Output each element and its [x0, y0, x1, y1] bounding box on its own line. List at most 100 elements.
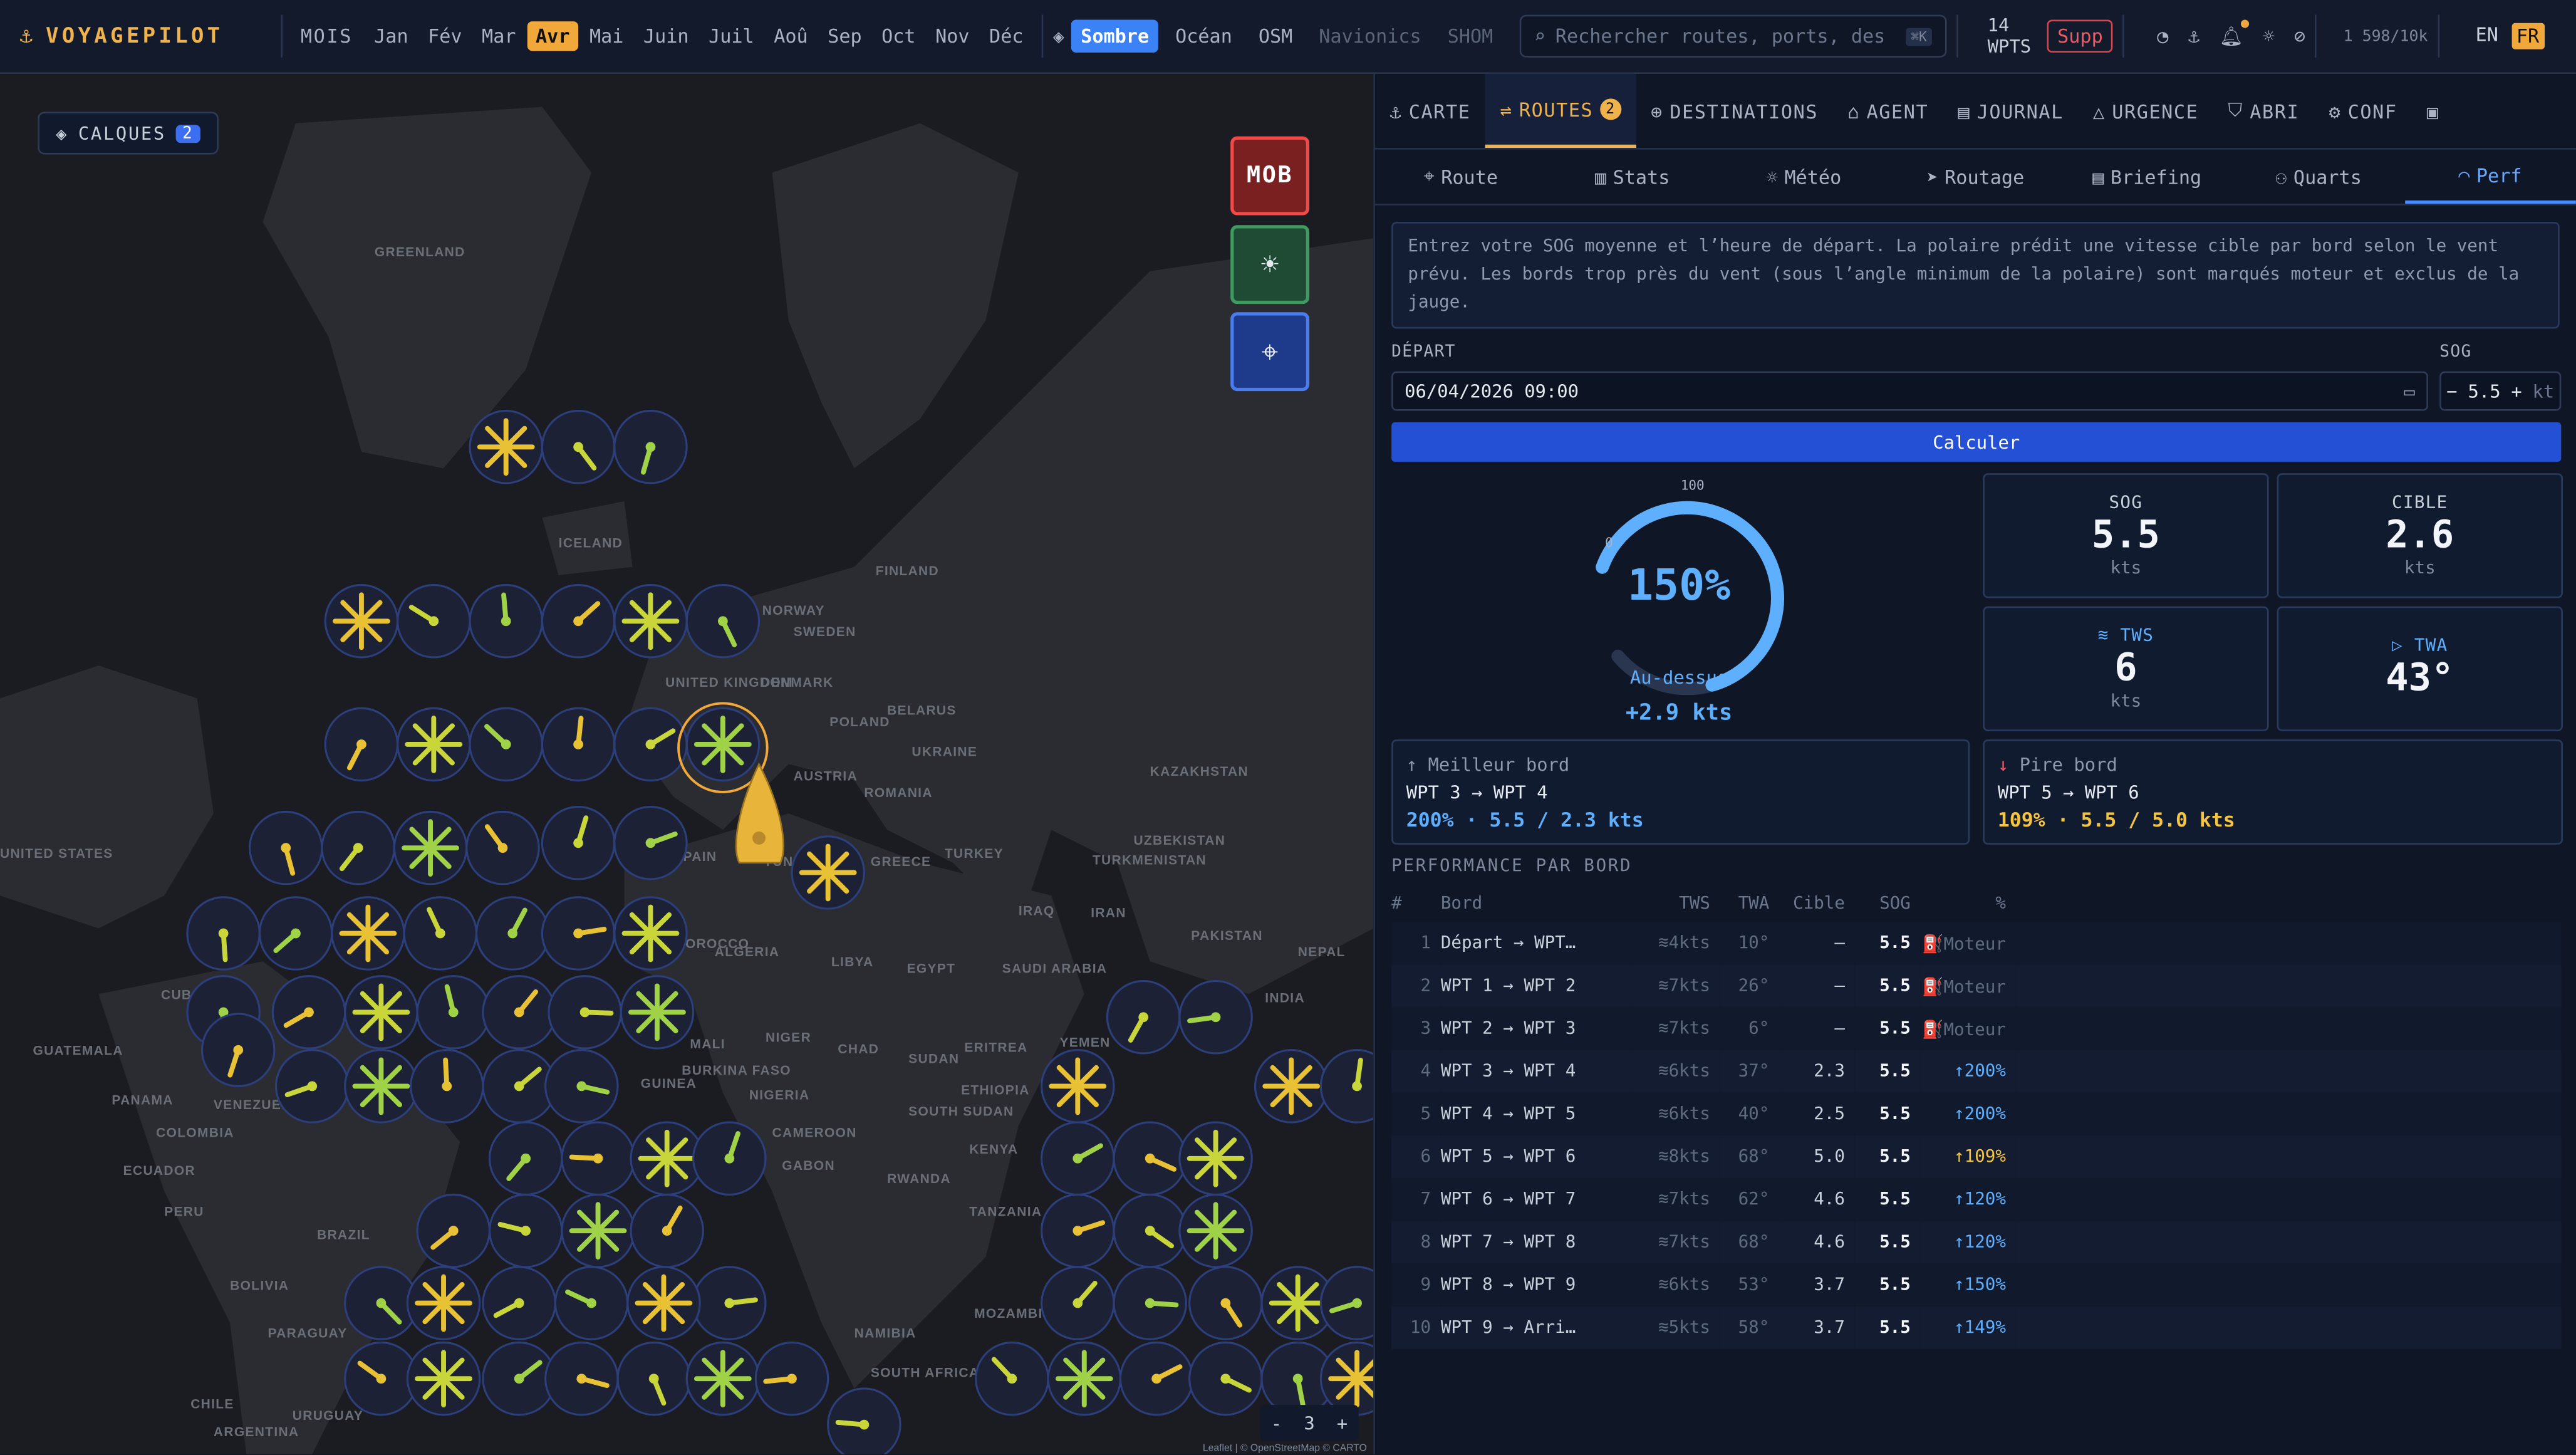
table-row[interactable]: 3 WPT 2 → WPT 3 ≋7kts 6° — 5.5 ⛽Moteur	[1391, 1007, 2562, 1050]
month-8[interactable]: Sep	[828, 24, 862, 48]
departure-datetime-input[interactable]: 06/04/2026 09:00 ▭	[1391, 371, 2428, 411]
zoom-out-button[interactable]: -	[1270, 1412, 1282, 1434]
zoom-in-button[interactable]: +	[1336, 1412, 1348, 1434]
row-spacer	[2016, 1178, 2562, 1221]
lang-en[interactable]: EN	[2475, 23, 2498, 46]
weather-button[interactable]: ☀︎	[1230, 225, 1310, 305]
sun-icon[interactable]: ☼	[2263, 24, 2275, 48]
gauge-icon[interactable]: ◔	[2157, 24, 2169, 48]
calculate-button[interactable]: Calculer	[1391, 422, 2562, 462]
map-label: PAKISTAN	[1191, 928, 1263, 944]
row-leg: Départ → WPT…	[1440, 933, 1576, 953]
subtab-perf[interactable]: ◠ Perf	[2404, 150, 2576, 204]
month-7[interactable]: Aoû	[774, 24, 808, 48]
tab-agent[interactable]: ⌂ AGENT	[1833, 74, 1943, 148]
month-9[interactable]: Oct	[881, 24, 916, 48]
sog-decrement[interactable]: −	[2446, 380, 2458, 402]
row-twa: 40°	[1738, 1104, 1770, 1124]
subtab-label: Routage	[1945, 165, 2025, 189]
tab-abri[interactable]: ⛉ ABRI	[2213, 74, 2314, 148]
sog-increment[interactable]: +	[2511, 380, 2522, 402]
search-input[interactable]: Rechercher routes, ports, destinations	[1555, 24, 1884, 48]
sog-value[interactable]: 5.5	[2468, 380, 2501, 402]
bell-icon[interactable]: 🔔︎	[2220, 19, 2248, 48]
main-tabs: ⚓ CARTE ⇌ ROUTES 2 ⊕ DESTINATIONS ⌂ AGENT ▤ JOURNA…	[1374, 74, 2576, 150]
arrow-up-icon: ↑	[1406, 754, 1418, 776]
search-box[interactable]: ⌕ Rechercher routes, ports, destinations…	[1519, 14, 1947, 58]
month-5[interactable]: Juin	[643, 24, 689, 48]
row-twa: 58°	[1738, 1318, 1770, 1338]
table-row[interactable]: 9 WPT 8 → WPT 9 ≋6kts 53° 3.7 5.5 ↑150%	[1391, 1263, 2562, 1306]
table-row[interactable]: 8 WPT 7 → WPT 8 ≋7kts 68° 4.6 5.5 ↑120%	[1391, 1221, 2562, 1264]
tab-destinations[interactable]: ⊕ DESTINATIONS	[1636, 74, 1833, 148]
map-label: VENEZUELA	[213, 1097, 301, 1113]
month-0[interactable]: Jan	[374, 24, 408, 48]
row-sog: 5.5	[1879, 1189, 1911, 1210]
row-target: 4.6	[1814, 1189, 1845, 1210]
subtab-briefing[interactable]: ▤ Briefing	[2061, 150, 2233, 204]
subtab-météo[interactable]: ☼ Météo	[1718, 150, 1890, 204]
map-style-océan[interactable]: Océan	[1175, 24, 1232, 48]
map-label: DENMARK	[761, 675, 834, 691]
subtab-quarts[interactable]: ⚇ Quarts	[2233, 150, 2404, 204]
tab-label: ROUTES	[1519, 98, 1594, 121]
boat-marker[interactable]	[0, 74, 1373, 1454]
month-3[interactable]: Avr	[527, 21, 578, 51]
layers-button[interactable]: ◈ CALQUES 2	[38, 112, 219, 155]
row-tws: ≋6kts	[1658, 1104, 1710, 1124]
month-10[interactable]: Nov	[935, 24, 970, 48]
map-label: CAMEROON	[772, 1125, 857, 1140]
row-percent: ↑109%	[1954, 1147, 2006, 1167]
table-row[interactable]: 7 WPT 6 → WPT 7 ≋7kts 62° 4.6 5.5 ↑120%	[1391, 1178, 2562, 1221]
delete-button[interactable]: Supp	[2047, 19, 2113, 53]
table-row[interactable]: 10 WPT 9 → Arri… ≋5kts 58° 3.7 5.5 ↑149%	[1391, 1306, 2562, 1349]
map-style-osm[interactable]: OSM	[1258, 24, 1293, 48]
lang-fr[interactable]: FR	[2511, 23, 2545, 50]
row-spacer	[2016, 1135, 2562, 1178]
sog-stepper[interactable]: − 5.5 + kt	[2439, 371, 2562, 411]
tab-routes[interactable]: ⇌ ROUTES 2	[1485, 74, 1636, 149]
wind-barb	[1319, 1049, 1374, 1124]
map-style-navionics[interactable]: Navionics	[1319, 24, 1421, 48]
month-1[interactable]: Fév	[428, 24, 462, 48]
stat-sog-value: 5.5	[2091, 514, 2160, 557]
locate-button[interactable]: ⌖	[1230, 312, 1310, 392]
month-2[interactable]: Mar	[482, 24, 516, 48]
month-4[interactable]: Mai	[589, 24, 624, 48]
table-row[interactable]: 4 WPT 3 → WPT 4 ≋6kts 37° 2.3 5.5 ↑200%	[1391, 1050, 2562, 1093]
month-11[interactable]: Déc	[989, 24, 1024, 48]
table-row[interactable]: 6 WPT 5 → WPT 6 ≋8kts 68° 5.0 5.5 ↑109%	[1391, 1135, 2562, 1179]
eye-off-icon[interactable]: ⊘	[2294, 24, 2306, 48]
map-style-sombre[interactable]: Sombre	[1071, 19, 1159, 53]
subtab-route[interactable]: ⌖ Route	[1375, 150, 1547, 204]
row-spacer	[2016, 1050, 2562, 1093]
map-view[interactable]: GREENLAND ICELAND FINLAND NORWAY SWEDEN DENMA…	[0, 74, 1374, 1454]
logo[interactable]: ⚓ VOYAGEPILOT	[0, 24, 271, 48]
row-twa: 68°	[1738, 1232, 1770, 1253]
row-tws: ≋6kts	[1658, 1275, 1710, 1295]
wind-barb	[613, 896, 688, 971]
table-row[interactable]: 5 WPT 4 → WPT 5 ≋6kts 40° 2.5 5.5 ↑200%	[1391, 1092, 2562, 1136]
stat-target-card: CIBLE 2.6 kts	[2277, 473, 2563, 598]
stats-icon: ▥	[1594, 165, 1607, 189]
wind-barb	[1319, 1341, 1374, 1416]
layers-icon: ◈	[1052, 24, 1064, 48]
mob-button[interactable]: MOB	[1230, 136, 1310, 216]
subtab-stats[interactable]: ▥ Stats	[1547, 150, 1718, 204]
tab-urgence[interactable]: △ URGENCE	[2078, 74, 2213, 148]
map-attribution[interactable]: Leaflet | © OpenStreetMap © CARTO	[1202, 1444, 1367, 1454]
subtab-routage[interactable]: ➤ Routage	[1889, 150, 2061, 204]
tab-conf[interactable]: ⚙ CONF	[2314, 74, 2412, 148]
tab-carte[interactable]: ⚓ CARTE	[1375, 74, 1485, 148]
map-style-shom[interactable]: SHOM	[1447, 24, 1493, 48]
table-row[interactable]: 2 WPT 1 → WPT 2 ≋7kts 26° — 5.5 ⛽Moteur	[1391, 964, 2562, 1008]
calendar-icon[interactable]: ▭	[2404, 380, 2415, 402]
panel-toggle-button[interactable]: ▣	[2412, 74, 2454, 148]
stat-twa-label: TWA	[2414, 635, 2448, 656]
tab-journal[interactable]: ▤ JOURNAL	[1943, 74, 2079, 148]
anchor-toolbar-icon[interactable]: ⚓	[2188, 24, 2200, 48]
table-row[interactable]: 1 Départ → WPT… ≋4kts 10° — 5.5 ⛽Moteur	[1391, 922, 2562, 965]
map-label: KENYA	[969, 1142, 1019, 1157]
month-6[interactable]: Juil	[709, 24, 754, 48]
sog-unit: kt	[2532, 380, 2555, 402]
